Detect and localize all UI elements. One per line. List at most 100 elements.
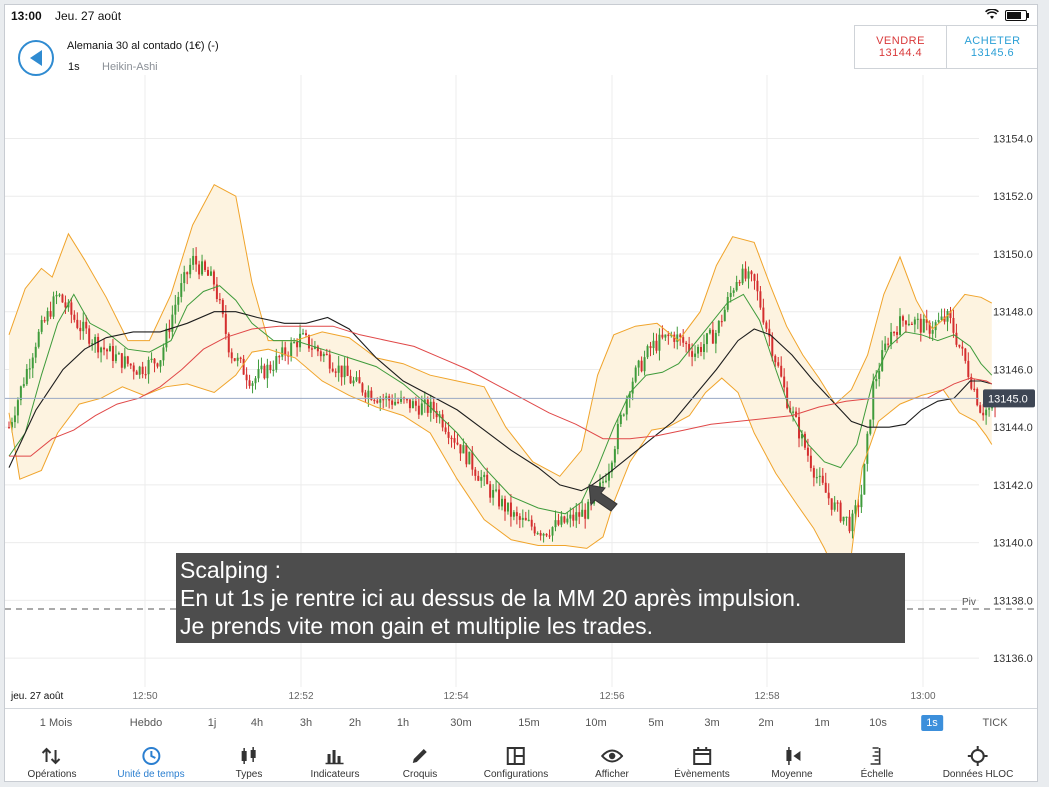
- timeframe-10s[interactable]: 10s: [869, 717, 887, 729]
- candle: [91, 343, 94, 345]
- candle: [358, 377, 361, 384]
- candle: [186, 272, 189, 275]
- timeframe-1h[interactable]: 1h: [396, 717, 410, 729]
- candle: [123, 356, 126, 368]
- candle: [94, 336, 97, 344]
- candle: [967, 360, 970, 377]
- candle: [331, 368, 334, 372]
- candle: [474, 469, 477, 476]
- pencil-icon: [403, 740, 437, 767]
- toolbar-layout-button[interactable]: Configurations: [484, 740, 548, 781]
- x-tick-label: 12:52: [288, 691, 313, 702]
- timeframe-10m[interactable]: 10m: [585, 717, 607, 729]
- candle: [221, 300, 224, 315]
- timeframe-tick[interactable]: TICK: [982, 717, 1008, 729]
- y-tick-label: 13150.0: [993, 249, 1033, 261]
- candle: [108, 346, 111, 352]
- candle: [299, 333, 302, 348]
- candle: [132, 365, 135, 372]
- candle: [542, 533, 545, 536]
- candle: [768, 328, 771, 337]
- candle: [106, 349, 109, 352]
- timeframe-30m[interactable]: 30m: [450, 717, 472, 729]
- timeframe-2h[interactable]: 2h: [348, 717, 362, 729]
- candle: [236, 357, 239, 361]
- candle: [830, 498, 833, 510]
- candle: [503, 498, 506, 512]
- candle: [144, 374, 147, 376]
- candle: [215, 284, 218, 300]
- candle: [738, 282, 741, 284]
- candle: [771, 336, 774, 356]
- toolbar-crosshair-button[interactable]: Données HLOC: [943, 740, 1013, 781]
- candle: [913, 319, 916, 325]
- timeframe-1s[interactable]: 1s: [921, 715, 943, 731]
- candle: [836, 502, 839, 504]
- candle: [319, 351, 322, 357]
- candle: [824, 482, 827, 493]
- candle: [34, 346, 37, 358]
- toolbar-clock-button[interactable]: Unité de temps: [117, 740, 185, 781]
- timeframe-5m[interactable]: 5m: [648, 717, 664, 729]
- toolbar-arrows-updown-button[interactable]: Opérations: [28, 740, 76, 781]
- back-arrow-icon: [30, 50, 42, 66]
- current-price-label: 13145.0: [988, 393, 1028, 405]
- candle: [560, 516, 563, 525]
- candle: [168, 328, 171, 332]
- candle: [952, 317, 955, 333]
- candle: [334, 371, 337, 373]
- back-button[interactable]: [18, 40, 54, 76]
- candle: [780, 365, 783, 377]
- candle: [355, 377, 358, 381]
- candle: [985, 409, 988, 416]
- candle: [655, 340, 658, 351]
- candle: [296, 342, 299, 348]
- toolbar-bar-chart-button[interactable]: Indicateurs: [311, 740, 359, 781]
- candle: [860, 494, 863, 508]
- toolbar-candles-button[interactable]: Types: [236, 740, 262, 781]
- candle: [64, 302, 67, 308]
- candle: [688, 344, 691, 352]
- price-chart[interactable]: Piv 13154.0 13152.0 13150.0 13148.0 13146.0 13…: [5, 75, 1037, 703]
- buy-button[interactable]: ACHETER 13145.6: [947, 26, 1037, 68]
- candle: [147, 359, 150, 375]
- toolbar-calendar-button[interactable]: Évènements: [674, 740, 730, 781]
- candle: [414, 401, 417, 406]
- candle: [649, 346, 652, 349]
- candle: [450, 437, 453, 440]
- timeframe-4h[interactable]: 4h: [250, 717, 264, 729]
- candle: [809, 455, 812, 469]
- candle: [533, 526, 536, 534]
- toolbar-label: Croquis: [402, 769, 438, 780]
- timeframe-15m[interactable]: 15m: [518, 717, 540, 729]
- candle: [884, 343, 887, 351]
- timeframe-1-mois[interactable]: 1 Mois: [39, 717, 73, 729]
- instrument-name: Alemania 30 al contado (1€) (-): [67, 40, 219, 52]
- candle: [129, 363, 132, 366]
- candle: [581, 509, 584, 517]
- toolbar-average-button[interactable]: Moyenne: [771, 740, 813, 781]
- candle: [126, 356, 129, 364]
- candle: [37, 331, 40, 347]
- timeframe-hebdo[interactable]: Hebdo: [129, 717, 163, 729]
- candle: [480, 477, 483, 481]
- sell-button[interactable]: VENDRE 13144.4: [855, 26, 947, 68]
- candle: [937, 320, 940, 323]
- chart-canvas[interactable]: Piv 13154.0 13152.0 13150.0 13148.0 13146.0 13…: [5, 75, 1037, 703]
- timeframe-1m[interactable]: 1m: [814, 717, 830, 729]
- timeframe-2m[interactable]: 2m: [758, 717, 774, 729]
- toolbar-pencil-button[interactable]: Croquis: [403, 740, 437, 781]
- annotation-box: Scalping : En ut 1s je rentre ici au des…: [176, 553, 905, 643]
- candle: [171, 314, 174, 332]
- candle: [52, 296, 55, 317]
- toolbar-scale-button[interactable]: Échelle: [861, 740, 893, 781]
- timeframe-1j[interactable]: 1j: [207, 717, 217, 729]
- toolbar-eye-button[interactable]: Afficher: [595, 740, 629, 781]
- timeframe-3m[interactable]: 3m: [704, 717, 720, 729]
- candle: [691, 351, 694, 357]
- candle: [73, 314, 76, 320]
- candle: [940, 316, 943, 321]
- timeframe-3h[interactable]: 3h: [299, 717, 313, 729]
- app-window: 13:00 Jeu. 27 août Alemania 30 al contad…: [4, 4, 1038, 782]
- candle: [55, 294, 58, 297]
